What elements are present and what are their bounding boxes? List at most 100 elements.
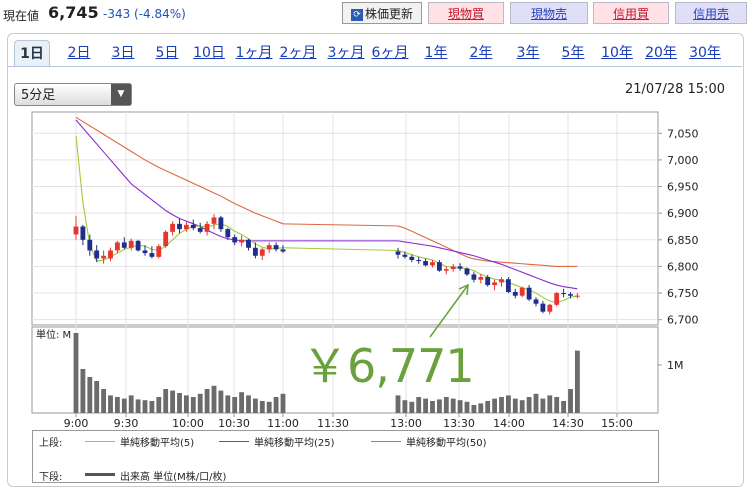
tab-divider <box>8 66 742 67</box>
tab-15[interactable]: 20年 <box>645 45 677 61</box>
legend-lower-label: 下段: <box>39 472 63 483</box>
tab-13[interactable]: 5年 <box>561 45 585 61</box>
time-tick-label: 14:00 <box>493 417 525 430</box>
tab-16[interactable]: 30年 <box>689 45 721 61</box>
candle-body <box>561 293 567 295</box>
ma5-line <box>282 247 399 251</box>
tab-5[interactable]: 10日 <box>193 45 225 61</box>
annotation-arrow-line <box>429 284 469 338</box>
volume-bar <box>574 350 580 413</box>
cash-sell-button[interactable]: 現物売 <box>510 2 588 24</box>
candle-body <box>252 247 258 256</box>
candle-body <box>547 304 553 312</box>
candle-body <box>402 254 408 257</box>
price-tick-label: 6,850 <box>667 234 699 247</box>
volume-bar <box>135 399 141 413</box>
tab-4[interactable]: 5日 <box>155 45 179 61</box>
time-tick-label: 13:30 <box>443 417 475 430</box>
volume-bar <box>423 398 429 413</box>
tab-14[interactable]: 10年 <box>601 45 633 61</box>
volume-bar <box>142 400 148 413</box>
tab-2[interactable]: 2日 <box>67 45 91 61</box>
candle-body <box>183 224 189 230</box>
price-plot-area <box>31 111 659 326</box>
volume-bar <box>266 401 272 413</box>
time-tick-label: 11:30 <box>317 417 349 430</box>
tab-3[interactable]: 3日 <box>111 45 135 61</box>
candle-body <box>485 277 491 286</box>
volume-bar <box>273 397 279 413</box>
tab-1[interactable]: 1日 <box>14 40 50 67</box>
volume-bar <box>204 389 210 413</box>
time-tick-label: 11:00 <box>267 417 299 430</box>
time-tick-label: 9:30 <box>114 417 139 430</box>
price-tick-label: 7,000 <box>667 154 699 167</box>
legend-upper-label: 上段: <box>39 438 63 449</box>
volume-tick-label: 1M <box>667 359 684 372</box>
cash-buy-button[interactable]: 現物買 <box>428 2 504 24</box>
volume-bar <box>163 389 169 413</box>
price-tick-label: 6,800 <box>667 260 699 273</box>
candle-body <box>225 229 231 238</box>
tab-12[interactable]: 3年 <box>516 45 540 61</box>
candle-body <box>135 240 141 251</box>
price-label: 現在値 <box>3 9 40 23</box>
legend-ma5-swatch <box>85 441 115 442</box>
margin-buy-button[interactable]: 信用買 <box>593 2 669 24</box>
volume-bar <box>554 397 560 413</box>
candle-body <box>197 228 203 232</box>
candle-body <box>568 294 573 296</box>
candle-body <box>464 268 470 275</box>
interval-select[interactable]: 5分足 ▼ <box>14 83 132 106</box>
tab-9[interactable]: 6ヶ月 <box>371 45 409 61</box>
volume-bar <box>218 390 224 413</box>
legend-ma50: 単純移動平均(50) <box>406 438 487 449</box>
volume-bar <box>395 395 401 413</box>
volume-bar <box>402 400 408 413</box>
candle-body <box>512 291 518 296</box>
candle-body <box>239 239 245 243</box>
candle-body <box>492 282 498 286</box>
legend-volume-swatch <box>85 473 115 476</box>
candle-body <box>436 262 442 271</box>
tab-7[interactable]: 2ヶ月 <box>279 45 317 61</box>
time-tick-label: 15:00 <box>601 417 633 430</box>
candle-body <box>211 217 217 224</box>
margin-sell-button[interactable]: 信用売 <box>675 2 747 24</box>
volume-bar <box>280 393 286 413</box>
tab-8[interactable]: 3ヶ月 <box>327 45 365 61</box>
tab-6[interactable]: 1ヶ月 <box>235 45 273 61</box>
candle-body <box>273 245 279 250</box>
volume-bar <box>101 389 107 413</box>
volume-bar <box>128 395 134 413</box>
candle-body <box>73 226 79 235</box>
candle-body <box>190 224 196 229</box>
candle-body <box>87 239 93 251</box>
tab-10[interactable]: 1年 <box>424 45 448 61</box>
candle-body <box>128 240 134 248</box>
legend-ma5: 単純移動平均(5) <box>120 438 195 449</box>
volume-bar <box>505 395 511 413</box>
tab-11[interactable]: 2年 <box>469 45 493 61</box>
candle-body <box>114 242 120 251</box>
volume-bar <box>526 397 532 413</box>
volume-bar <box>197 393 203 413</box>
price-annotation: ￥6,771 <box>302 339 475 393</box>
time-tick-label: 14:30 <box>552 417 584 430</box>
refresh-icon: ⟳ <box>350 8 363 21</box>
price-change: -343 (-4.84%) <box>103 7 186 21</box>
volume-bar <box>94 381 100 413</box>
refresh-button[interactable]: ⟳ 株価更新 <box>342 2 422 24</box>
candle-body <box>430 262 435 266</box>
chart-datetime: 21/07/28 15:00 <box>625 82 725 97</box>
candle-body <box>108 250 113 259</box>
candle-body <box>478 277 484 280</box>
candle-body <box>101 255 107 259</box>
candle-body <box>94 250 100 259</box>
volume-bar <box>177 393 182 413</box>
candle-body <box>232 237 238 243</box>
candle-body <box>204 223 210 232</box>
volume-bar <box>211 385 217 413</box>
current-price: 6,745 <box>48 3 99 22</box>
